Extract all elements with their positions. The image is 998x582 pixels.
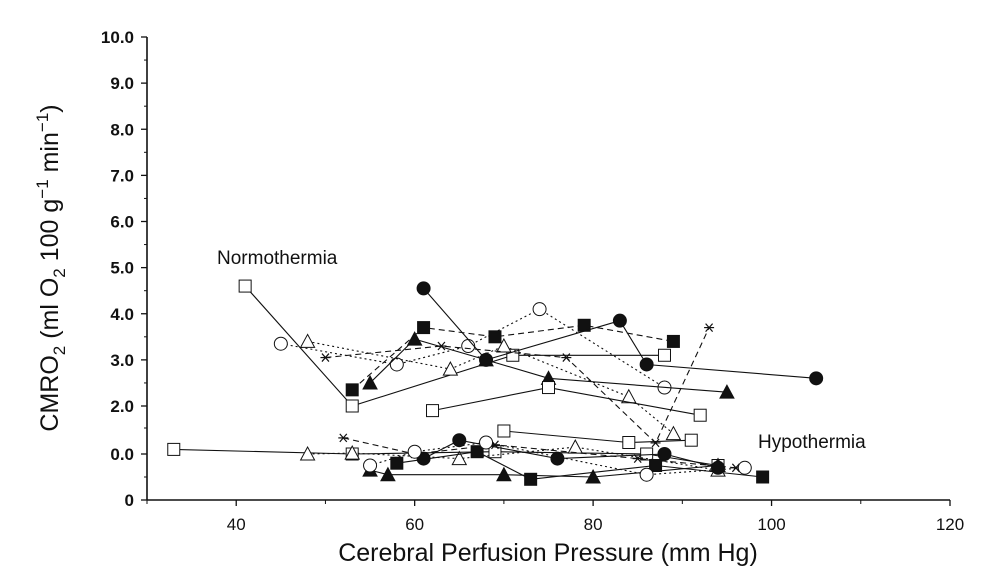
data-point [416, 281, 431, 296]
data-point [389, 357, 404, 372]
data-point [363, 458, 378, 473]
series-line [244, 285, 665, 407]
data-point [338, 433, 349, 443]
y-tick-label: 8.0 [110, 120, 134, 139]
data-point [345, 399, 359, 413]
axes [146, 37, 950, 501]
y-tick-label: 4.0 [110, 305, 134, 324]
data-point [632, 454, 643, 463]
data-point [442, 361, 459, 376]
data-point [238, 279, 252, 293]
data-point [666, 334, 680, 348]
data-point [657, 348, 671, 362]
data-point [406, 331, 423, 346]
series-line [325, 327, 710, 444]
x-tick-label: 40 [227, 515, 246, 534]
data-point [622, 436, 636, 449]
data-point [585, 468, 601, 484]
hypothermia-series [167, 424, 770, 486]
data-point [497, 424, 511, 438]
data-point [693, 408, 707, 422]
x-tick-label: 120 [936, 515, 964, 534]
data-point [380, 466, 396, 482]
y-tick-label: 2.0 [110, 397, 134, 416]
series-layer [167, 279, 824, 486]
data-point [344, 445, 361, 460]
data-point [451, 450, 468, 466]
data-point [479, 435, 494, 450]
data-point [542, 381, 555, 395]
data-point [704, 323, 715, 332]
data-point [320, 353, 331, 362]
y-tick-label: 9.0 [110, 74, 134, 93]
data-point [620, 388, 637, 404]
data-point [417, 321, 431, 335]
series-line [369, 464, 719, 478]
data-point [345, 383, 359, 397]
data-point [639, 357, 654, 372]
y-tick-label: 0 [125, 491, 134, 510]
data-point [479, 352, 494, 367]
series-line [307, 340, 674, 435]
data-point [496, 337, 512, 353]
data-point [299, 333, 316, 348]
data-point [567, 439, 584, 454]
data-point [756, 470, 770, 484]
y-tick-label: 6.0 [110, 213, 134, 232]
data-point [657, 447, 672, 461]
data-point [684, 433, 698, 447]
data-point [737, 460, 752, 475]
y-axis-title: CMRO2 (ml O2 100 g−1 min−1) [33, 104, 69, 431]
normothermia-series [238, 279, 824, 448]
annotation-hypothermia: Hypothermia [758, 432, 866, 453]
x-ticks: 40 60 80 100 120 [146, 500, 964, 534]
annotation-normothermia: Normothermia [217, 248, 338, 269]
series-line [351, 324, 674, 391]
data-point [524, 472, 538, 486]
series-line [369, 441, 745, 476]
data-point [650, 438, 661, 448]
data-point [488, 330, 502, 344]
data-point [273, 336, 288, 351]
y-tick-label: 3.0 [110, 351, 134, 370]
x-tick-label: 100 [757, 515, 785, 534]
data-point [561, 353, 572, 362]
data-point [299, 445, 316, 461]
data-point [407, 444, 422, 459]
x-tick-label: 60 [405, 515, 424, 534]
data-point [719, 384, 735, 399]
y-tick-label: 7.0 [110, 166, 134, 185]
data-point [550, 451, 565, 466]
data-point [426, 404, 440, 418]
y-ticks: 10.0 9.0 8.0 7.0 6.0 5.0 4.0 3.0 2.0 0.0 0 [101, 28, 147, 510]
data-point [639, 467, 654, 482]
data-point [461, 339, 476, 354]
data-point [612, 313, 627, 328]
data-point [809, 371, 824, 386]
y-tick-label: 10.0 [101, 28, 134, 47]
series-line [503, 430, 692, 444]
data-point [711, 460, 726, 475]
data-point [470, 445, 484, 459]
x-axis-title: Cerebral Perfusion Pressure (mm Hg) [338, 539, 758, 567]
data-point [665, 425, 682, 441]
y-tick-label: 5.0 [110, 259, 134, 278]
data-point [167, 442, 181, 456]
data-point [532, 302, 547, 317]
y-tick-label: 0.0 [110, 445, 134, 464]
data-point [390, 456, 404, 470]
data-point [362, 374, 378, 390]
x-tick-label: 80 [584, 515, 603, 534]
data-point [496, 466, 512, 482]
data-point [452, 433, 467, 448]
